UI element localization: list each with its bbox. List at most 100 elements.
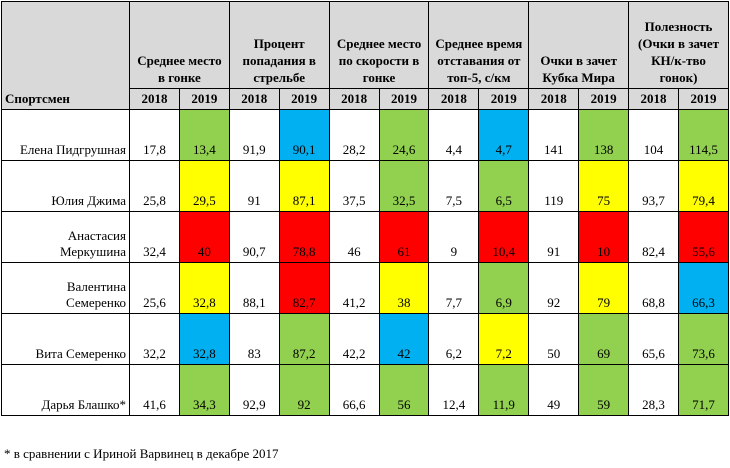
- value-cell: 93,7: [628, 160, 679, 212]
- value-cell: 66,6: [328, 364, 380, 416]
- group-header: Полезность (Очки в зачет КН/к-тво гонок): [628, 1, 729, 89]
- value-cell: 7,7: [428, 262, 480, 314]
- table-row: Валентина Семеренко 25,6 32,8 88,1 82,7 41,2 3…: [1, 262, 730, 314]
- value-cell: 65,6: [628, 313, 679, 365]
- athlete-name: Юлия Джима: [1, 160, 130, 212]
- year-header: 2019: [178, 88, 230, 110]
- value-cell: 28,3: [628, 364, 679, 416]
- value-cell: 71,7: [677, 364, 730, 416]
- value-cell: 78,8: [278, 211, 330, 263]
- value-cell: 87,2: [278, 313, 330, 365]
- value-cell: 68,8: [628, 262, 679, 314]
- value-cell: 92: [528, 262, 580, 314]
- data-table: Спортсмен Среднее место в гонке Процент п…: [1, 1, 730, 416]
- year-header-row: 2018 2019 2018 2019 2018 2019 2018 2019 2018 2019…: [2, 88, 730, 110]
- value-cell: 9: [428, 211, 480, 263]
- athlete-name: Вита Семеренко: [1, 313, 130, 365]
- value-cell: 119: [528, 160, 580, 212]
- value-cell: 90,7: [228, 211, 280, 263]
- value-cell: 83: [228, 313, 280, 365]
- value-cell: 75: [578, 160, 630, 212]
- value-cell: 6,2: [428, 313, 480, 365]
- value-cell: 32,2: [129, 313, 180, 365]
- value-cell: 28,2: [328, 109, 380, 161]
- value-cell: 79,4: [677, 160, 730, 212]
- value-cell: 66,3: [677, 262, 730, 314]
- year-header: 2018: [129, 88, 180, 110]
- group-header: Среднее место в гонке: [129, 1, 230, 89]
- value-cell: 6,9: [478, 262, 530, 314]
- value-cell: 41,2: [328, 262, 380, 314]
- value-cell: 91: [528, 211, 580, 263]
- year-header: 2018: [328, 88, 380, 110]
- table-row: Анастасия Меркушина 32,4 40 90,7 78,8 46 61 9 10…: [1, 211, 730, 263]
- value-cell: 50: [528, 313, 580, 365]
- value-cell: 46: [328, 211, 380, 263]
- value-cell: 114,5: [677, 109, 730, 161]
- value-cell: 56: [378, 364, 430, 416]
- value-cell: 38: [378, 262, 430, 314]
- value-cell: 55,6: [677, 211, 730, 263]
- value-cell: 87,1: [278, 160, 330, 212]
- value-cell: 138: [578, 109, 630, 161]
- value-cell: 141: [528, 109, 580, 161]
- athlete-header: Спортсмен: [1, 1, 130, 110]
- year-header: 2018: [528, 88, 580, 110]
- year-header: 2019: [677, 88, 730, 110]
- athlete-name: Валентина Семеренко: [1, 262, 130, 314]
- value-cell: 11,9: [478, 364, 530, 416]
- value-cell: 90,1: [278, 109, 330, 161]
- value-cell: 7,5: [428, 160, 480, 212]
- value-cell: 41,6: [129, 364, 180, 416]
- value-cell: 61: [378, 211, 430, 263]
- value-cell: 42: [378, 313, 430, 365]
- value-cell: 10: [578, 211, 630, 263]
- value-cell: 82,7: [278, 262, 330, 314]
- value-cell: 10,4: [478, 211, 530, 263]
- value-cell: 32,5: [378, 160, 430, 212]
- value-cell: 37,5: [328, 160, 380, 212]
- value-cell: 92,9: [228, 364, 280, 416]
- year-header: 2018: [428, 88, 480, 110]
- group-header: Среднее место по скорости в гонке: [328, 1, 430, 89]
- value-cell: 104: [628, 109, 679, 161]
- table-row: Юлия Джима 25,8 29,5 91 87,1 37,5 32,5 7,5 6,5 11…: [1, 160, 730, 212]
- value-cell: 24,6: [378, 109, 430, 161]
- value-cell: 40: [178, 211, 230, 263]
- group-header: Процент попадания в стрельбе: [228, 1, 330, 89]
- year-header: 2018: [228, 88, 280, 110]
- value-cell: 32,8: [178, 313, 230, 365]
- value-cell: 17,8: [129, 109, 180, 161]
- value-cell: 59: [578, 364, 630, 416]
- value-cell: 4,7: [478, 109, 530, 161]
- group-header-row: Спортсмен Среднее место в гонке Процент п…: [1, 1, 729, 110]
- value-cell: 29,5: [178, 160, 230, 212]
- value-cell: 88,1: [228, 262, 280, 314]
- value-cell: 34,3: [178, 364, 230, 416]
- value-cell: 79: [578, 262, 630, 314]
- value-cell: 82,4: [628, 211, 679, 263]
- value-cell: 25,6: [129, 262, 180, 314]
- group-header: Среднее время отставания от топ-5, с/км: [428, 1, 530, 89]
- value-cell: 12,4: [428, 364, 480, 416]
- year-header: 2019: [278, 88, 330, 110]
- value-cell: 91,9: [228, 109, 280, 161]
- year-header: 2019: [478, 88, 530, 110]
- value-cell: 32,8: [178, 262, 230, 314]
- year-header: 2018: [628, 88, 679, 110]
- value-cell: 92: [278, 364, 330, 416]
- value-cell: 6,5: [478, 160, 530, 212]
- athlete-name: Анастасия Меркушина: [1, 211, 130, 263]
- athlete-name: Елена Пидгрушная: [1, 109, 130, 161]
- footnote: * в сравнении с Ириной Варвинец в декабр…: [4, 446, 279, 461]
- table-row: Елена Пидгрушная 17,8 13,4 91,9 90,1 28,2 24,6…: [1, 109, 730, 161]
- year-header: 2019: [378, 88, 430, 110]
- value-cell: 25,8: [129, 160, 180, 212]
- value-cell: 7,2: [478, 313, 530, 365]
- table-row: Дарья Блашко* 41,6 34,3 92,9 92 66,6 56 12,4 11,…: [1, 364, 730, 416]
- value-cell: 49: [528, 364, 580, 416]
- value-cell: 4,4: [428, 109, 480, 161]
- year-header: 2019: [578, 88, 630, 110]
- athlete-name: Дарья Блашко*: [1, 364, 130, 416]
